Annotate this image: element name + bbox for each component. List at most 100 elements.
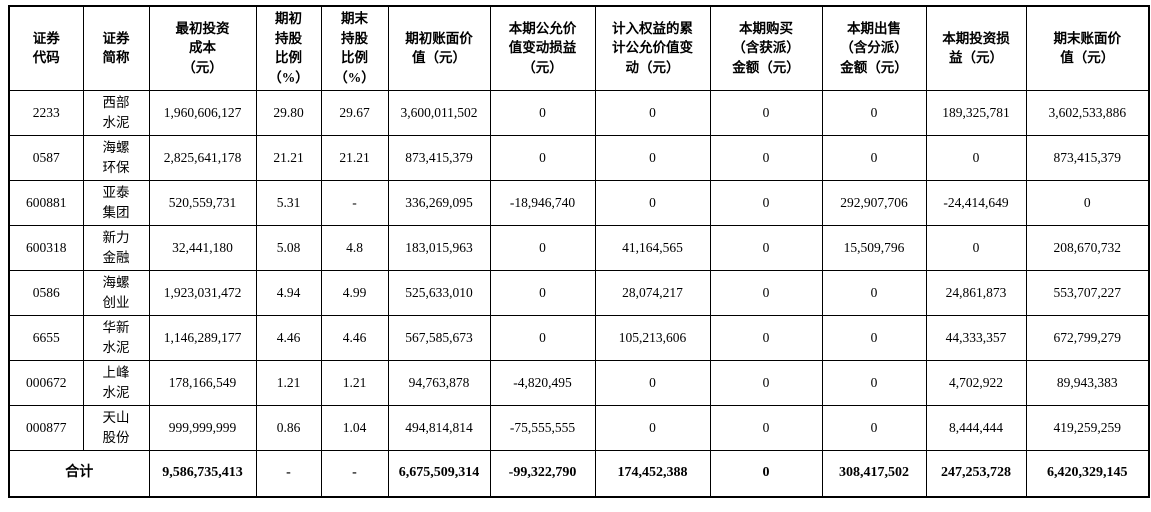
cell-begin-holding-pct: 5.31 [255,179,322,226]
cell-fair-value-change: -4,820,495 [489,359,596,406]
cell-end-holding-pct: 21.21 [320,134,389,181]
cell-security-name: 天山 股份 [82,404,150,451]
cell-security-code: 000672 [8,359,84,406]
cell-purchase-amount: 0 [709,314,823,361]
cell-begin-holding-pct: 4.46 [255,314,322,361]
cell-purchase-amount: 0 [709,269,823,316]
cell-security-name: 亚泰 集团 [82,179,150,226]
cell-end-book-value: 89,943,383 [1025,359,1150,406]
cell-purchase-amount: 0 [709,89,823,136]
cell-equity-cumulative-change: 28,074,217 [594,269,711,316]
cell-begin-book-value: 336,269,095 [387,179,491,226]
cell-investment-gain: 24,861,873 [925,269,1027,316]
cell-end-book-value: 208,670,732 [1025,224,1150,271]
cell-fair-value-change: -18,946,740 [489,179,596,226]
column-header-fair-value-change: 本期公允价 值变动损益 （元） [489,5,596,91]
cell-investment-gain: 0 [925,134,1027,181]
cell-fair-value-change: 0 [489,269,596,316]
cell-security-code: 600881 [8,179,84,226]
cell-sale-amount: 0 [821,269,927,316]
table-row: 000877 天山 股份 999,999,999 0.86 1.04 494,8… [8,404,1150,451]
total-begin-holding-pct: - [255,449,322,498]
cell-security-code: 000877 [8,404,84,451]
cell-end-holding-pct: 4.8 [320,224,389,271]
cell-end-book-value: 0 [1025,179,1150,226]
cell-security-code: 600318 [8,224,84,271]
cell-equity-cumulative-change: 0 [594,89,711,136]
cell-end-holding-pct: 4.46 [320,314,389,361]
cell-sale-amount: 0 [821,314,927,361]
cell-initial-cost: 32,441,180 [148,224,257,271]
cell-security-code: 0586 [8,269,84,316]
cell-equity-cumulative-change: 41,164,565 [594,224,711,271]
column-header-investment-gain: 本期投资损 益（元） [925,5,1027,91]
cell-security-name: 华新 水泥 [82,314,150,361]
cell-investment-gain: 4,702,922 [925,359,1027,406]
cell-purchase-amount: 0 [709,224,823,271]
cell-purchase-amount: 0 [709,404,823,451]
column-header-security-code: 证券 代码 [8,5,84,91]
column-header-security-name: 证券 简称 [82,5,150,91]
column-header-end-holding-pct: 期末 持股 比例 （%） [320,5,389,91]
total-purchase-amount: 0 [709,449,823,498]
cell-end-holding-pct: 1.04 [320,404,389,451]
total-sale-amount: 308,417,502 [821,449,927,498]
total-label: 合计 [8,449,150,498]
table-row: 0586 海螺 创业 1,923,031,472 4.94 4.99 525,6… [8,269,1150,316]
total-investment-gain: 247,253,728 [925,449,1027,498]
cell-end-book-value: 3,602,533,886 [1025,89,1150,136]
cell-begin-holding-pct: 4.94 [255,269,322,316]
cell-initial-cost: 1,923,031,472 [148,269,257,316]
column-header-equity-cumulative-change: 计入权益的累 计公允价值变 动（元） [594,5,711,91]
cell-security-name: 海螺 创业 [82,269,150,316]
cell-security-name: 新力 金融 [82,224,150,271]
cell-end-holding-pct: 1.21 [320,359,389,406]
total-end-book-value: 6,420,329,145 [1025,449,1150,498]
cell-begin-book-value: 494,814,814 [387,404,491,451]
cell-sale-amount: 0 [821,89,927,136]
cell-security-name: 海螺 环保 [82,134,150,181]
table-row: 6655 华新 水泥 1,146,289,177 4.46 4.46 567,5… [8,314,1150,361]
cell-end-book-value: 419,259,259 [1025,404,1150,451]
cell-initial-cost: 178,166,549 [148,359,257,406]
cell-investment-gain: 8,444,444 [925,404,1027,451]
cell-fair-value-change: 0 [489,134,596,181]
cell-sale-amount: 0 [821,134,927,181]
column-header-begin-book-value: 期初账面价 值（元） [387,5,491,91]
total-end-holding-pct: - [320,449,389,498]
cell-fair-value-change: 0 [489,224,596,271]
table-row: 600881 亚泰 集团 520,559,731 5.31 - 336,269,… [8,179,1150,226]
cell-begin-book-value: 525,633,010 [387,269,491,316]
table-row: 2233 西部 水泥 1,960,606,127 29.80 29.67 3,6… [8,89,1150,136]
cell-initial-cost: 1,960,606,127 [148,89,257,136]
cell-end-holding-pct: - [320,179,389,226]
cell-fair-value-change: 0 [489,89,596,136]
cell-security-code: 6655 [8,314,84,361]
cell-sale-amount: 0 [821,404,927,451]
cell-security-name: 上峰 水泥 [82,359,150,406]
cell-begin-book-value: 567,585,673 [387,314,491,361]
cell-sale-amount: 15,509,796 [821,224,927,271]
cell-investment-gain: 189,325,781 [925,89,1027,136]
column-header-sale-amount: 本期出售 （含分派） 金额（元） [821,5,927,91]
cell-begin-book-value: 94,763,878 [387,359,491,406]
total-fair-value-change: -99,322,790 [489,449,596,498]
cell-fair-value-change: 0 [489,314,596,361]
cell-fair-value-change: -75,555,555 [489,404,596,451]
cell-begin-holding-pct: 1.21 [255,359,322,406]
total-initial-cost: 9,586,735,413 [148,449,257,498]
cell-equity-cumulative-change: 0 [594,179,711,226]
total-equity-cumulative-change: 174,452,388 [594,449,711,498]
column-header-purchase-amount: 本期购买 （含获派） 金额（元） [709,5,823,91]
cell-begin-holding-pct: 21.21 [255,134,322,181]
cell-equity-cumulative-change: 105,213,606 [594,314,711,361]
cell-investment-gain: 44,333,357 [925,314,1027,361]
total-begin-book-value: 6,675,509,314 [387,449,491,498]
cell-initial-cost: 2,825,641,178 [148,134,257,181]
header-row: 证券 代码 证券 简称 最初投资 成本 （元） 期初 持股 比例 （%） 期末 … [8,5,1150,91]
cell-purchase-amount: 0 [709,179,823,226]
cell-equity-cumulative-change: 0 [594,404,711,451]
cell-initial-cost: 999,999,999 [148,404,257,451]
cell-end-book-value: 873,415,379 [1025,134,1150,181]
